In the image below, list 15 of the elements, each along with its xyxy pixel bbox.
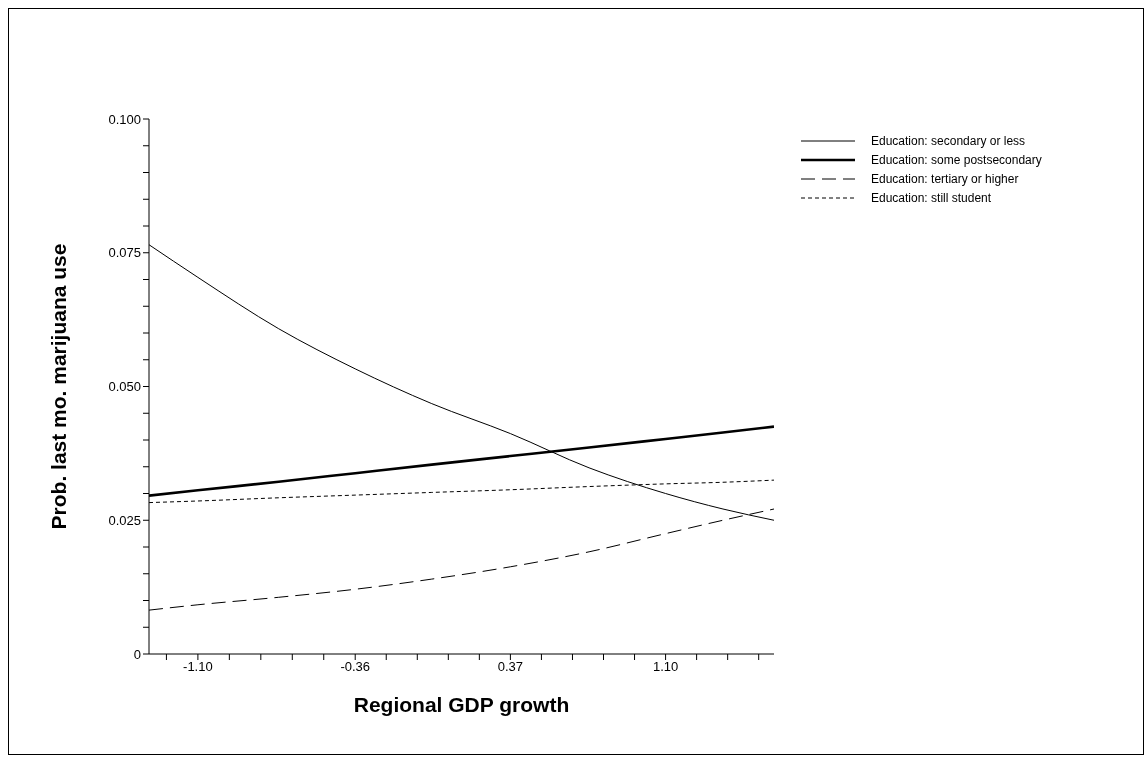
y-tick-label: 0.075 bbox=[108, 245, 141, 261]
x-axis-title: Regional GDP growth bbox=[353, 693, 570, 716]
y-tick-label: 0.100 bbox=[108, 111, 141, 127]
y-axis-title: Prob. last mo. marijuana use bbox=[47, 243, 71, 530]
legend-label: Education: still student bbox=[871, 190, 992, 205]
x-tick-label: -1.10 bbox=[183, 659, 213, 675]
y-tick-label: 0.050 bbox=[108, 379, 141, 395]
y-tick-label: 0.025 bbox=[108, 512, 141, 528]
x-tick-label: 0.37 bbox=[497, 659, 524, 675]
y-tick-label: 0 bbox=[133, 646, 141, 662]
legend-label: Education: tertiary or higher bbox=[871, 171, 1019, 186]
legend-label: Education: some postsecondary bbox=[871, 152, 1042, 167]
x-tick-label: -0.36 bbox=[340, 659, 371, 675]
legend-label: Education: secondary or less bbox=[871, 133, 1026, 148]
x-tick-label: 1.10 bbox=[652, 659, 679, 675]
